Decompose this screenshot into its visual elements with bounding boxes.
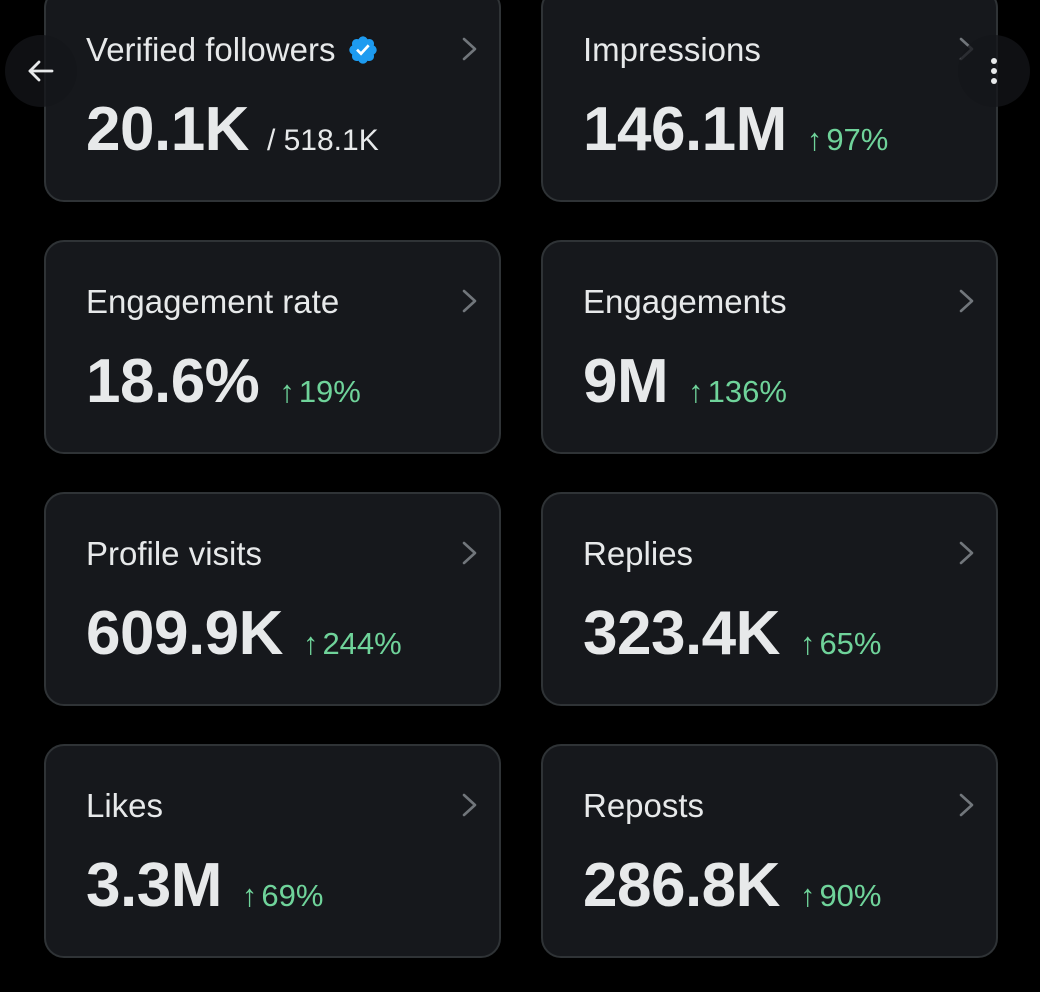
more-vertical-icon [991, 58, 997, 84]
metric-change: ↑ 244% [303, 626, 402, 662]
metric-card-replies[interactable]: Replies 323.4K ↑ 65% [541, 492, 998, 706]
metric-value-row: 146.1M ↑ 97% [583, 94, 888, 165]
metric-title: Verified followers [86, 30, 379, 70]
metric-change-value: 136% [707, 374, 787, 409]
metric-title-text: Reposts [583, 787, 705, 824]
metric-value: 18.6% [86, 347, 260, 416]
arrow-up-icon: ↑ [302, 626, 319, 661]
metric-value: 3.3M [86, 851, 222, 920]
metric-value: 146.1M [583, 95, 787, 164]
metric-change-value: 244% [322, 626, 402, 661]
metric-title: Impressions [583, 30, 761, 70]
chevron-right-icon[interactable] [956, 538, 978, 568]
metric-change: ↑ 136% [688, 374, 787, 410]
metric-value-row: 609.9K ↑ 244% [86, 598, 402, 669]
metric-card-likes[interactable]: Likes 3.3M ↑ 69% [44, 744, 501, 958]
metric-change-value: 19% [298, 374, 361, 409]
chevron-right-icon[interactable] [956, 286, 978, 316]
metric-title-text: Replies [583, 535, 694, 572]
metric-title-text: Engagement rate [86, 283, 340, 320]
arrow-up-icon: ↑ [799, 626, 816, 661]
metric-change: ↑ 90% [800, 878, 882, 914]
arrow-up-icon: ↑ [688, 374, 704, 409]
metric-value-row: 3.3M ↑ 69% [86, 850, 323, 921]
metric-change-value: 69% [261, 878, 324, 913]
metric-title: Replies [583, 534, 693, 574]
metric-value-row: 20.1K / 518.1K [86, 94, 379, 165]
metric-title: Reposts [583, 786, 704, 826]
metric-value: 286.8K [583, 851, 780, 920]
metric-title-text: Likes [86, 787, 164, 824]
metric-title-text: Engagements [583, 283, 787, 320]
metric-change: ↑ 69% [242, 878, 324, 914]
metric-title: Profile visits [86, 534, 262, 574]
arrow-up-icon: ↑ [279, 374, 295, 409]
metric-change: ↑ 97% [807, 122, 889, 158]
metric-change-value: 90% [819, 878, 882, 913]
metric-value: 20.1K [86, 95, 249, 164]
chevron-right-icon[interactable] [956, 790, 978, 820]
metric-title-text: Profile visits [86, 535, 263, 572]
arrow-up-icon: ↑ [799, 878, 816, 913]
metric-card-engagement-rate[interactable]: Engagement rate 18.6% ↑ 19% [44, 240, 501, 454]
metric-value: 323.4K [583, 599, 780, 668]
metric-value-row: 18.6% ↑ 19% [86, 346, 361, 417]
metrics-grid: Verified followers 20.1K / 518.1K Impres… [44, 0, 998, 958]
metric-card-impressions[interactable]: Impressions 146.1M ↑ 97% [541, 0, 998, 202]
arrow-up-icon: ↑ [241, 878, 258, 913]
metric-change: ↑ 19% [279, 374, 361, 410]
metric-card-reposts[interactable]: Reposts 286.8K ↑ 90% [541, 744, 998, 958]
back-button[interactable] [5, 35, 77, 107]
arrow-up-icon: ↑ [806, 122, 823, 157]
metric-change-value: 65% [819, 626, 882, 661]
chevron-right-icon[interactable] [459, 34, 481, 64]
chevron-right-icon[interactable] [459, 790, 481, 820]
metric-card-verified-followers[interactable]: Verified followers 20.1K / 518.1K [44, 0, 501, 202]
metric-title: Engagements [583, 282, 787, 322]
metric-change: ↑ 65% [800, 626, 882, 662]
metric-change-value: 97% [826, 122, 889, 157]
metric-value: 609.9K [86, 599, 283, 668]
metric-card-profile-visits[interactable]: Profile visits 609.9K ↑ 244% [44, 492, 501, 706]
verified-badge-icon [347, 34, 379, 66]
metric-title-text: Verified followers [86, 31, 336, 68]
metric-card-engagements[interactable]: Engagements 9M ↑ 136% [541, 240, 998, 454]
metric-value-row: 9M ↑ 136% [583, 346, 787, 417]
metric-title-text: Impressions [583, 31, 761, 68]
chevron-right-icon[interactable] [459, 538, 481, 568]
metric-title: Likes [86, 786, 163, 826]
more-options-button[interactable] [958, 35, 1030, 107]
arrow-left-icon [28, 60, 54, 82]
chevron-right-icon[interactable] [459, 286, 481, 316]
metric-value: 9M [583, 347, 669, 416]
metric-total: / 518.1K [266, 124, 379, 157]
metric-title: Engagement rate [86, 282, 339, 322]
metric-value-row: 323.4K ↑ 65% [583, 598, 881, 669]
metric-value-row: 286.8K ↑ 90% [583, 850, 881, 921]
